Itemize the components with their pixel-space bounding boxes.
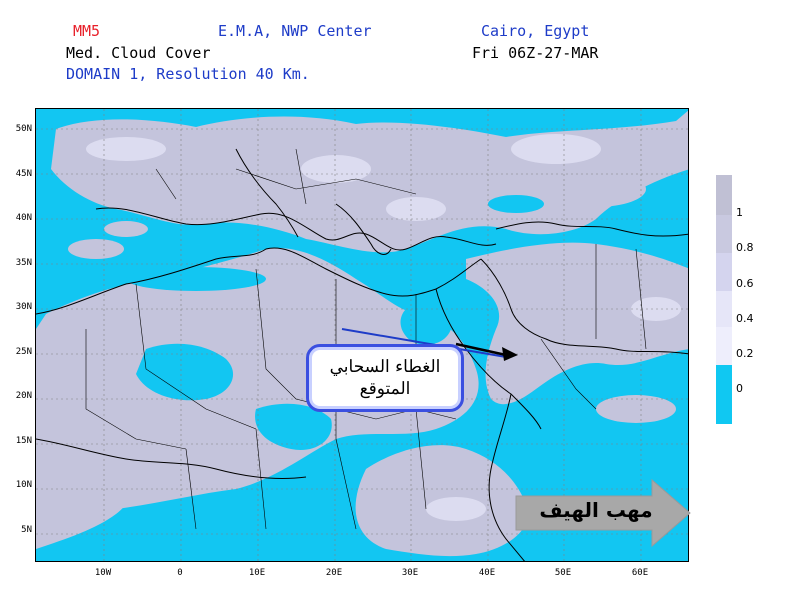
legend-swatch bbox=[716, 327, 732, 365]
lat-label: 35N bbox=[15, 258, 32, 268]
cloud-cover-callout: الغطاء السحابي المتوقع bbox=[306, 344, 464, 412]
lat-label: 20N bbox=[15, 391, 32, 401]
model-name: MM5 bbox=[73, 22, 101, 40]
lat-label: 15N bbox=[15, 436, 32, 446]
domain-resolution: DOMAIN 1, Resolution 40 Km. bbox=[66, 65, 310, 83]
legend-label: 0.2 bbox=[736, 347, 754, 360]
coastlines bbox=[36, 148, 688, 561]
wind-arrow-icon bbox=[515, 478, 691, 548]
lat-label: 50N bbox=[15, 124, 32, 134]
legend-swatch bbox=[716, 215, 732, 253]
location-label: Cairo, Egypt bbox=[481, 22, 590, 40]
lat-label: 30N bbox=[15, 302, 32, 312]
legend-label: 0.4 bbox=[736, 312, 754, 325]
lon-label: 10E bbox=[248, 568, 266, 578]
callout-text: الغطاء السحابي المتوقع bbox=[329, 357, 441, 399]
lat-label: 40N bbox=[15, 213, 32, 223]
lon-label: 50E bbox=[554, 568, 572, 578]
color-legend bbox=[716, 175, 732, 424]
wind-label: مهب الهيف bbox=[539, 498, 653, 522]
lat-label: 45N bbox=[15, 169, 32, 179]
legend-swatch bbox=[716, 291, 732, 327]
lon-label: 40E bbox=[478, 568, 496, 578]
clear-sky-areas bbox=[126, 195, 544, 450]
center-name: E.M.A, NWP Center bbox=[218, 22, 372, 40]
legend-swatch bbox=[716, 175, 732, 215]
legend-swatch bbox=[716, 365, 732, 424]
callout-pointer-line bbox=[341, 328, 507, 358]
lon-label: 0 bbox=[177, 568, 183, 578]
lon-label: 10W bbox=[94, 568, 112, 578]
valid-time: Fri 06Z-27-MAR bbox=[472, 44, 599, 62]
legend-label: 1 bbox=[736, 206, 743, 219]
legend-label: 0 bbox=[736, 382, 743, 395]
callout-arrowhead bbox=[502, 347, 518, 361]
country-borders bbox=[85, 148, 647, 530]
callout-pointer-arrow bbox=[455, 342, 507, 357]
legend-label: 0.6 bbox=[736, 277, 754, 290]
lon-label: 60E bbox=[631, 568, 649, 578]
lon-label: 30E bbox=[401, 568, 419, 578]
lat-label: 5N bbox=[21, 525, 32, 535]
legend-label: 0.8 bbox=[736, 241, 754, 254]
legend-swatch bbox=[716, 253, 732, 291]
lat-label: 10N bbox=[15, 480, 32, 490]
lat-label: 25N bbox=[15, 347, 32, 357]
product-name: Med. Cloud Cover bbox=[66, 44, 211, 62]
lon-label: 20E bbox=[325, 568, 343, 578]
